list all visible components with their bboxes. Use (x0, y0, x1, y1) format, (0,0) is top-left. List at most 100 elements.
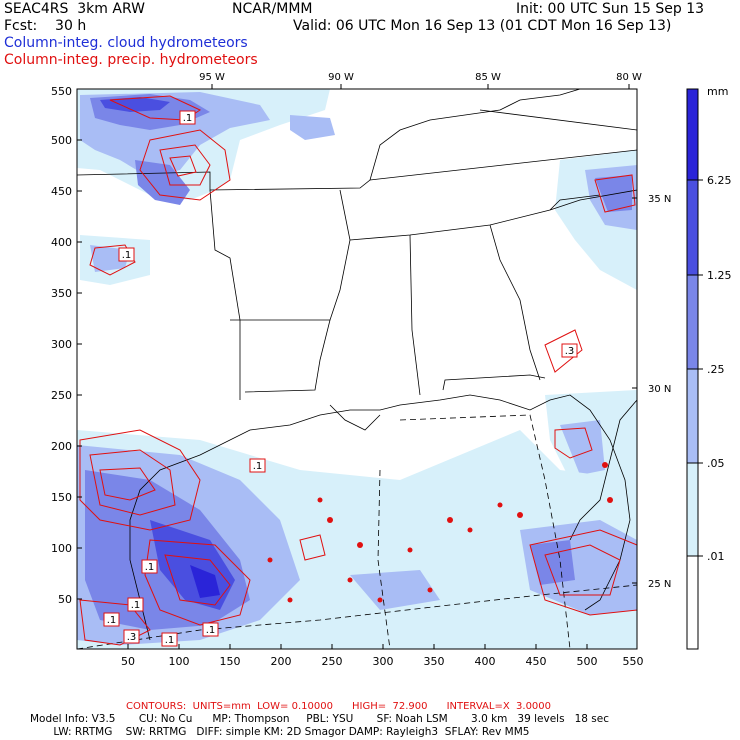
coastline (129, 394, 631, 641)
precip-cell (517, 512, 523, 518)
contour-label-box (123, 629, 140, 644)
axis-ticks (77, 84, 637, 649)
offshore-boundaries (77, 414, 637, 649)
legend-precip-hydrometeors: Column-integ. precip. hydrometeors (4, 52, 258, 68)
precip-contour (299, 534, 326, 561)
state-boundary (349, 189, 637, 241)
colorbar-label: .05 (707, 457, 725, 470)
precip-cell (267, 557, 273, 563)
precip-contour (99, 467, 156, 501)
precip-cell (447, 517, 453, 523)
x-tick-label: 100 (169, 655, 190, 668)
contour-label: .1 (122, 250, 132, 261)
y-tick-label: 450 (51, 185, 72, 198)
contour-label: .3 (565, 346, 575, 357)
plot-frame (76, 88, 638, 650)
contour-label-box (249, 458, 266, 473)
y-tick-label: 550 (51, 85, 72, 98)
precip-cell (357, 542, 363, 548)
contour-label-box (118, 247, 135, 262)
x-tick-label: 350 (424, 655, 445, 668)
colorbar-label: .25 (707, 363, 725, 376)
lon-label: 95 W (199, 72, 225, 83)
colorbar-segment-mid (687, 275, 698, 369)
precip-contour (79, 429, 201, 531)
precip-cell (347, 577, 353, 583)
precip-cell (602, 462, 608, 468)
precip-dots (267, 462, 613, 603)
precip-contour (544, 329, 583, 373)
x-tick-label: 500 (577, 655, 598, 668)
y-tick-label: 100 (51, 542, 72, 555)
y-tick-label: 50 (58, 593, 72, 606)
y-tick-label: 150 (51, 491, 72, 504)
precip-cell (467, 527, 473, 533)
colorbar-label: .01 (707, 550, 725, 563)
precip-cell (317, 497, 323, 503)
precip-contour (544, 544, 621, 596)
forecast-hour: Fcst: 30 h (4, 18, 87, 34)
cloud-area (290, 115, 335, 140)
precip-contour (89, 449, 176, 516)
y-tick-label: 300 (51, 338, 72, 351)
contour-label: .1 (206, 625, 216, 636)
state-boundary (479, 109, 637, 131)
x-tick-label: 200 (271, 655, 292, 668)
state-boundary (442, 374, 546, 391)
cloud-area (190, 565, 220, 598)
run-title: SEAC4RS 3km ARW (4, 1, 145, 17)
model-info-line-2: LW: RRTMG SW: RRTMG DIFF: simple KM: 2D … (30, 726, 530, 738)
precip-cell (427, 587, 433, 593)
precip-contour (144, 539, 251, 626)
y-tick-labels: 550 500 450 400 350 300 250 200 150 100 … (51, 85, 72, 606)
contour-label: .1 (165, 635, 175, 646)
contour-label: .1 (107, 615, 117, 626)
precip-cell (377, 597, 383, 603)
state-boundary (230, 319, 331, 393)
contour-label-box (103, 612, 120, 627)
precip-contour (594, 174, 636, 213)
lon-label: 85 W (475, 72, 501, 83)
x-tick-label: 300 (373, 655, 394, 668)
state-boundary (369, 149, 637, 181)
cloud-area (100, 97, 170, 112)
colorbar-segment-darkest (687, 89, 698, 180)
x-tick-label: 50 (121, 655, 135, 668)
contour-info: CONTOURS: UNITS=mm LOW= 0.10000 HIGH= 72… (126, 701, 552, 712)
precip-contour (169, 155, 197, 177)
lat-label: 30 N (648, 384, 671, 395)
x-tick-label: 550 (623, 655, 644, 668)
lat-label: 35 N (648, 194, 671, 205)
state-boundary (549, 194, 601, 211)
contour-label: .1 (253, 461, 263, 472)
contour-label-boxes (103, 110, 578, 647)
contour-label-box (202, 622, 219, 637)
precip-cell (407, 547, 413, 553)
precip-cell (607, 497, 613, 503)
contour-label-box (161, 632, 178, 647)
cloud-area (595, 175, 632, 212)
contour-label-box (141, 559, 158, 574)
colorbar-unit: mm (707, 85, 728, 98)
coastline (329, 404, 381, 431)
contour-label-box (179, 110, 196, 125)
x-tick-label: 450 (526, 655, 547, 668)
init-time: Init: 00 UTC Sun 15 Sep 13 (516, 1, 705, 17)
cloud-area (135, 160, 190, 205)
coastline (569, 399, 637, 541)
contour-label-box (561, 343, 578, 358)
offshore-line (377, 469, 391, 649)
cloud-shading-layer (77, 89, 637, 649)
lon-label: 90 W (328, 72, 354, 83)
model-info-line-1: Model Info: V3.5 CU: No Cu MP: Thompson … (30, 713, 609, 725)
x-tick-label: 400 (475, 655, 496, 668)
colorbar (686, 88, 703, 650)
precip-contour (139, 129, 231, 201)
colorbar-label: 6.25 (707, 174, 732, 187)
contour-label: .1 (145, 562, 155, 573)
boundaries-layer (77, 89, 637, 641)
cloud-area (560, 420, 605, 475)
colorbar-segment-lightest (687, 463, 698, 556)
cloud-area (350, 570, 440, 610)
